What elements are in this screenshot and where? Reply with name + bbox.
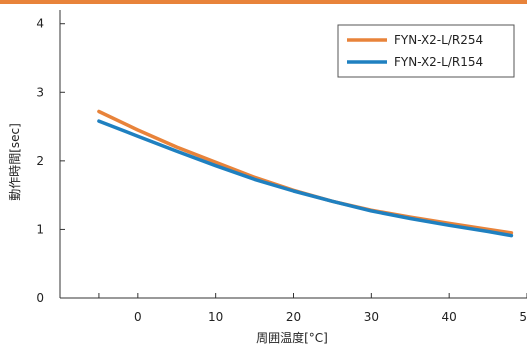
y-axis-label: 動作時間[sec] (8, 123, 22, 201)
series-line-1 (97, 119, 514, 238)
x-axis-label: 周囲温度[°C] (256, 330, 328, 345)
x-tick-label: 40 (442, 310, 457, 324)
y-tick-label: 2 (36, 154, 44, 168)
series-lines (97, 109, 514, 238)
legend-box (337, 24, 515, 78)
legend-label-0: FYN-X2-L/R254 (394, 33, 483, 47)
y-tick-label: 4 (36, 17, 44, 31)
y-tick-label: 3 (36, 85, 44, 99)
legend-label-1: FYN-X2-L/R154 (394, 55, 483, 69)
top-accent-bar (0, 0, 527, 4)
x-tick-label: 30 (364, 310, 379, 324)
y-tick-label: 0 (36, 291, 44, 305)
x-tick-label: 20 (286, 310, 301, 324)
legend: FYN-X2-L/R254 FYN-X2-L/R154 (337, 24, 515, 78)
y-tick-label: 1 (36, 222, 44, 236)
x-tick-label: 0 (134, 310, 142, 324)
x-tick-label: 50 (519, 310, 527, 324)
series-line-0 (97, 109, 514, 235)
axes: 0123401020304050 (36, 10, 527, 324)
x-tick-label: 10 (208, 310, 223, 324)
